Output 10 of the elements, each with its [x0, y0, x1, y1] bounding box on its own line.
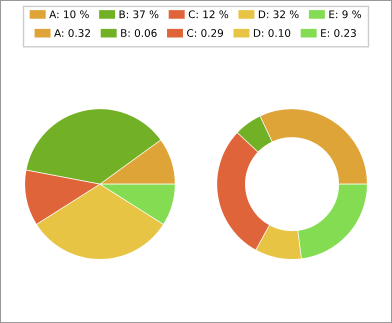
legend-label: B: 0.06 — [121, 29, 157, 37]
legend-label: B: 37 % — [120, 10, 158, 18]
legend-label: E: 0.23 — [321, 29, 356, 37]
legend-label: D: 32 % — [258, 10, 299, 18]
legend-label: A: 0.32 — [54, 29, 90, 37]
legend-label: C: 0.29 — [187, 29, 224, 37]
legend-label: C: 12 % — [188, 10, 228, 18]
legend-label: A: 10 % — [49, 10, 89, 18]
legend-label: E: 9 % — [329, 10, 362, 18]
legend-label: D: 0.10 — [254, 29, 290, 37]
